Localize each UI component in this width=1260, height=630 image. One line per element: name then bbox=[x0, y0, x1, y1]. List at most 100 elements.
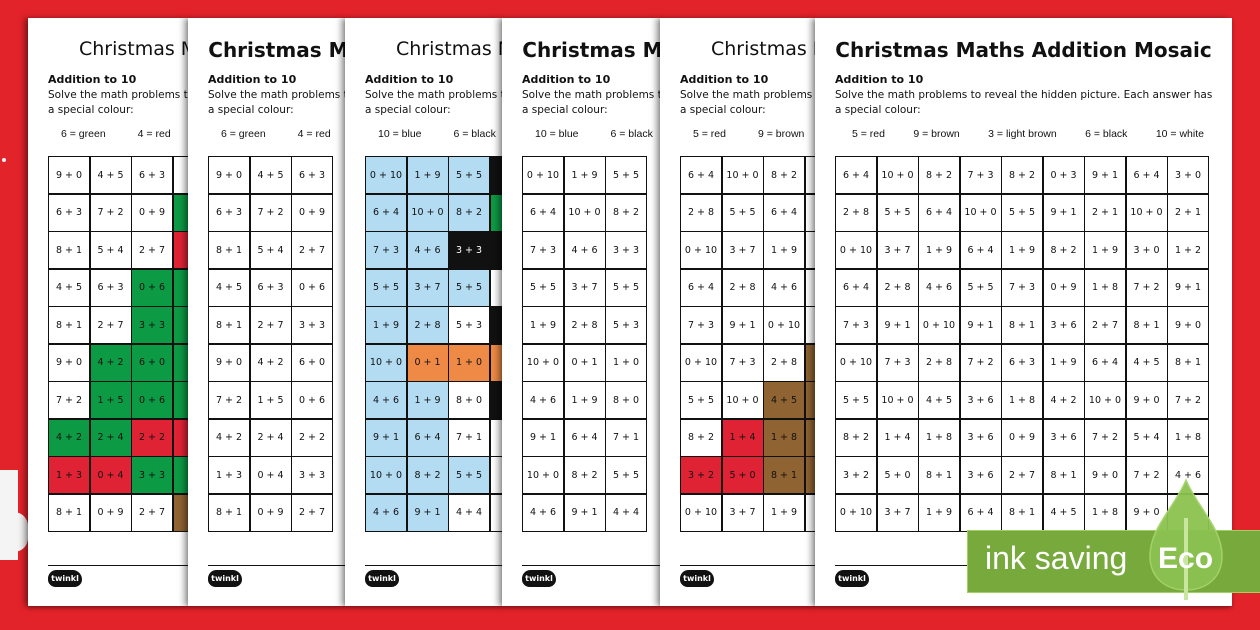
mosaic-cell: 3 + 2 bbox=[836, 457, 876, 493]
mosaic-cell: 1 + 0 bbox=[449, 344, 489, 381]
mosaic-cell bbox=[173, 194, 188, 231]
mosaic-cell: 3 + 3 bbox=[606, 232, 646, 268]
mosaic-cell: 6 + 4 bbox=[919, 194, 959, 231]
mosaic-cell: 10 + 0 bbox=[564, 194, 605, 231]
mosaic-cell bbox=[805, 344, 815, 381]
colour-key: 6 = green 4 = red bbox=[221, 128, 331, 140]
mosaic-cell: 8 + 2 bbox=[764, 157, 804, 193]
twinkl-logo: twinkl bbox=[835, 570, 869, 587]
mosaic-cell: 10 + 0 bbox=[366, 457, 406, 493]
twinkl-logo: twinkl bbox=[522, 570, 556, 587]
mosaic-cell: 1 + 9 bbox=[564, 382, 605, 418]
mosaic-cell bbox=[490, 419, 502, 456]
mosaic-cell: 2 + 8 bbox=[407, 307, 448, 343]
mosaic-cell: 1 + 5 bbox=[250, 382, 291, 418]
mosaic-cell: 8 + 0 bbox=[606, 382, 646, 418]
twinkl-logo: twinkl bbox=[208, 570, 242, 587]
mosaic-cell bbox=[173, 419, 188, 456]
mosaic-cell: 4 + 5 bbox=[919, 382, 959, 418]
colour-key: 10 = blue 6 = black bbox=[535, 128, 653, 140]
mosaic-cell: 1 + 9 bbox=[764, 494, 804, 531]
mosaic-cell: 4 + 6 bbox=[764, 269, 804, 306]
mosaic-cell: 3 + 3 bbox=[132, 457, 172, 493]
mosaic-cell: 10 + 0 bbox=[877, 157, 918, 193]
colour-key-item: 10 = blue bbox=[535, 128, 579, 140]
mosaic-cell: 2 + 8 bbox=[919, 344, 959, 381]
worksheet-title: Christmas Maths Addition Mosaic bbox=[78, 38, 188, 60]
worksheet-subtitle: Addition to 10 bbox=[365, 73, 454, 86]
worksheet-subtitle: Addition to 10 bbox=[835, 73, 924, 86]
mosaic-cell: 6 + 0 bbox=[132, 344, 172, 381]
colour-key-item: 9 = brown bbox=[913, 128, 960, 140]
mosaic-cell: 2 + 7 bbox=[292, 494, 332, 531]
mosaic-cell: 2 + 1 bbox=[1085, 194, 1125, 231]
mosaic-cell: 8 + 2 bbox=[1002, 157, 1042, 193]
mosaic-cell: 9 + 0 bbox=[49, 157, 89, 193]
worksheet-title: Christmas Maths Addition Mosaic bbox=[835, 38, 1212, 62]
mosaic-cell: 9 + 0 bbox=[1085, 457, 1125, 493]
mosaic-cell: 7 + 3 bbox=[960, 157, 1001, 193]
mosaic-cell: 0 + 9 bbox=[1002, 419, 1042, 456]
mosaic-cell: 6 + 4 bbox=[764, 194, 804, 231]
colour-key-item: 6 = black bbox=[610, 128, 653, 140]
mosaic-cell: 10 + 0 bbox=[1126, 194, 1167, 231]
twinkl-logo: twinkl bbox=[48, 570, 82, 587]
mosaic-cell: 8 + 1 bbox=[919, 457, 959, 493]
mosaic-cell: 7 + 2 bbox=[209, 382, 249, 418]
mosaic-cell: 3 + 7 bbox=[877, 232, 918, 268]
mosaic-cell: 10 + 0 bbox=[722, 157, 763, 193]
mosaic-cell: 9 + 0 bbox=[49, 344, 89, 381]
mosaic-cell: 2 + 1 bbox=[1168, 194, 1208, 231]
mosaic-cell bbox=[805, 269, 815, 306]
mosaic-cell: 4 + 6 bbox=[523, 494, 563, 531]
mosaic-cell: 2 + 7 bbox=[1002, 457, 1042, 493]
mosaic-cell: 0 + 6 bbox=[132, 382, 172, 418]
mosaic-cell: 3 + 3 bbox=[449, 232, 489, 268]
colour-key: 10 = blue 6 = black bbox=[378, 128, 496, 140]
mosaic-cell: 0 + 10 bbox=[366, 157, 406, 193]
mosaic-cell: 6 + 4 bbox=[407, 419, 448, 456]
colour-key-item: 6 = green bbox=[221, 128, 266, 140]
footer-divider bbox=[680, 565, 815, 566]
mosaic-cell bbox=[805, 382, 815, 418]
mosaic-cell bbox=[173, 157, 188, 193]
mosaic-cell: 6 + 4 bbox=[1085, 344, 1125, 381]
mosaic-cell: 2 + 2 bbox=[132, 419, 172, 456]
mosaic-cell: 0 + 9 bbox=[132, 194, 172, 231]
mosaic-cell: 7 + 3 bbox=[1002, 269, 1042, 306]
mosaic-cell: 2 + 7 bbox=[250, 307, 291, 343]
mosaic-cell: 6 + 4 bbox=[366, 194, 406, 231]
mosaic-cell: 10 + 0 bbox=[877, 382, 918, 418]
mosaic-cell: 2 + 8 bbox=[564, 307, 605, 343]
mosaic-cell: 2 + 8 bbox=[722, 269, 763, 306]
mosaic-cell: 7 + 1 bbox=[449, 419, 489, 456]
mosaic-cell: 0 + 6 bbox=[132, 269, 172, 306]
worksheet-instructions: Solve the math problems to reveal the hi… bbox=[365, 89, 502, 116]
mosaic-cell: 0 + 1 bbox=[564, 344, 605, 381]
worksheet-subtitle: Addition to 10 bbox=[522, 73, 611, 86]
mosaic-cell: 0 + 10 bbox=[764, 307, 804, 343]
mosaic-cell bbox=[490, 157, 502, 193]
mosaic-cell: 4 + 5 bbox=[1043, 494, 1084, 531]
mosaic-cell: 9 + 1 bbox=[1085, 157, 1125, 193]
mosaic-cell: 9 + 1 bbox=[722, 307, 763, 343]
worksheet: Christmas Maths Addition Mosaic Addition … bbox=[345, 18, 502, 606]
worksheet-instructions: Solve the math problems to reveal the hi… bbox=[208, 89, 345, 116]
mosaic-cell: 1 + 4 bbox=[877, 419, 918, 456]
footer-divider bbox=[365, 565, 502, 566]
mosaic-cell: 1 + 8 bbox=[1085, 269, 1125, 306]
mosaic-cell bbox=[173, 269, 188, 306]
mosaic-cell: 4 + 5 bbox=[209, 269, 249, 306]
colour-key-item: 5 = red bbox=[693, 128, 726, 140]
mosaic-cell: 8 + 1 bbox=[1002, 307, 1042, 343]
mosaic-cell: 8 + 1 bbox=[1168, 344, 1208, 381]
mosaic-cell: 7 + 2 bbox=[1085, 419, 1125, 456]
colour-key-item: 10 = blue bbox=[378, 128, 422, 140]
mosaic-cell: 3 + 7 bbox=[564, 269, 605, 306]
mosaic-cell bbox=[490, 382, 502, 418]
mosaic-cell: 3 + 7 bbox=[407, 269, 448, 306]
mosaic-cell: 0 + 1 bbox=[407, 344, 448, 381]
mosaic-cell: 0 + 3 bbox=[1043, 157, 1084, 193]
mosaic-cell: 6 + 4 bbox=[523, 194, 563, 231]
